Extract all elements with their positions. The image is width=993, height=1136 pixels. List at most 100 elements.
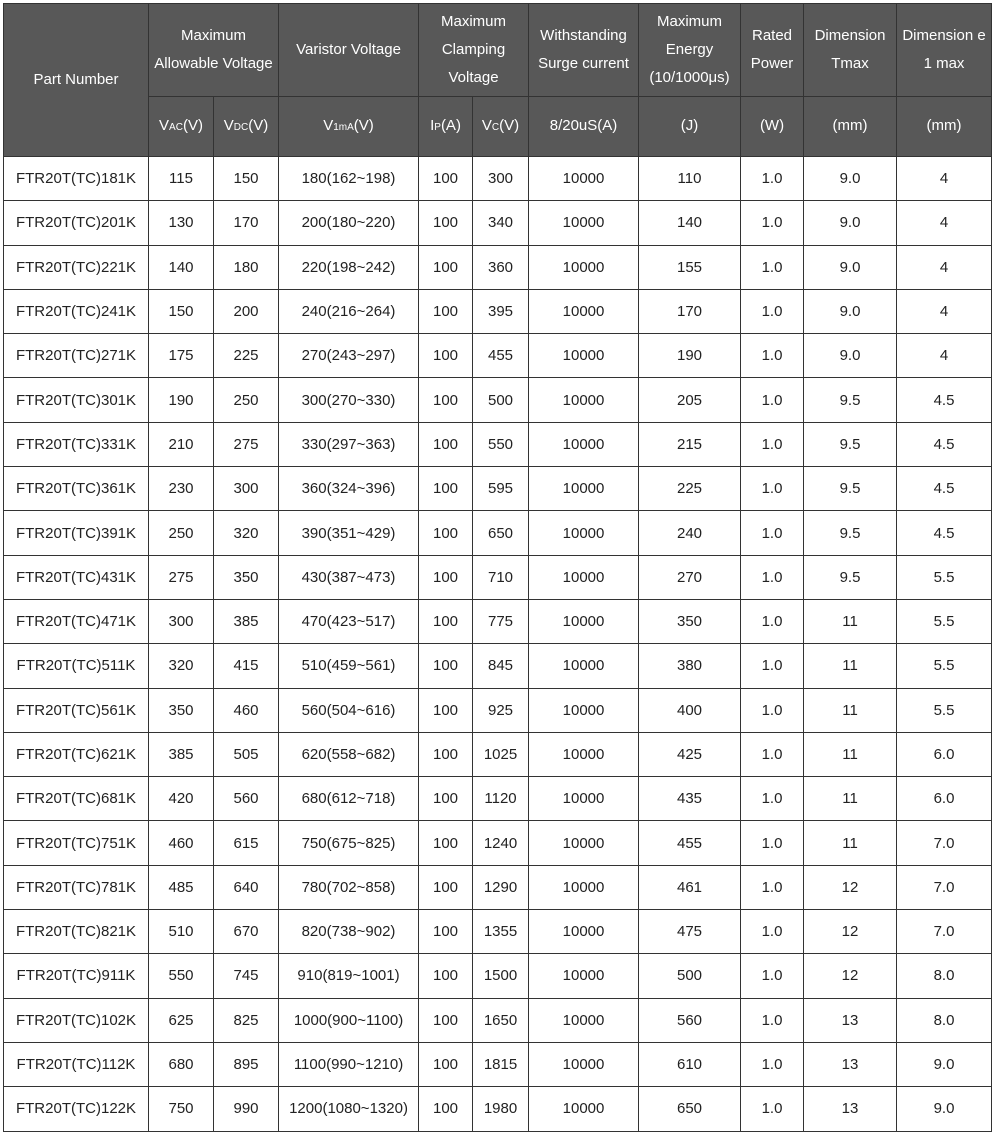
- table-cell: 420: [148, 776, 214, 822]
- unit-main: (mm): [832, 116, 868, 134]
- table-row: FTR20T(TC)301K 190 250 300(270~330) 100 500 10…: [3, 377, 993, 423]
- table-cell: 350: [148, 687, 214, 733]
- table-cell: 190: [148, 377, 214, 423]
- table-cell: 380: [638, 643, 742, 689]
- part-number-cell: FTR20T(TC)221K: [3, 244, 149, 290]
- part-number-cell: FTR20T(TC)201K: [3, 200, 149, 246]
- table-cell: 510: [148, 909, 214, 955]
- table-cell: 1.0: [740, 466, 805, 512]
- table-row: FTR20T(TC)241K 150 200 240(216~264) 100 395 10…: [3, 288, 993, 335]
- table-cell: 1.0: [740, 421, 805, 468]
- table-cell: 100: [418, 554, 474, 600]
- table-cell: 990: [212, 1086, 280, 1132]
- unit-main: (W): [759, 116, 785, 134]
- table-cell: 1.0: [740, 731, 805, 778]
- table-cell: 1.0: [740, 554, 805, 600]
- table-cell: 1025: [472, 731, 530, 778]
- table-cell: 385: [212, 598, 280, 645]
- table-cell: 175: [148, 333, 214, 379]
- table-cell: 4: [896, 288, 993, 335]
- table-cell: 4: [896, 200, 993, 246]
- part-number-cell: FTR20T(TC)561K: [3, 687, 149, 733]
- table-cell: 100: [418, 776, 474, 822]
- table-cell: 385: [148, 731, 214, 778]
- table-cell: 13: [803, 997, 898, 1043]
- table-cell: 10000: [528, 1041, 640, 1088]
- table-cell: 625: [148, 997, 214, 1043]
- part-number-cell: FTR20T(TC)331K: [3, 421, 149, 468]
- table-cell: 9.0: [896, 1041, 993, 1088]
- table-row: FTR20T(TC)751K 460 615 750(675~825) 100 1240 1…: [3, 820, 993, 866]
- table-cell: 925: [472, 687, 530, 733]
- table-cell: 100: [418, 953, 474, 999]
- table-cell: 650: [472, 510, 530, 556]
- table-cell: 775: [472, 598, 530, 645]
- table-cell: 10000: [528, 466, 640, 512]
- table-cell: 170: [638, 288, 742, 335]
- table-cell: 100: [418, 200, 474, 246]
- table-row: FTR20T(TC)471K 300 385 470(423~517) 100 775 10…: [3, 598, 993, 645]
- unit-header: 8/20uS(A): [528, 96, 640, 157]
- unit-sub: C: [491, 121, 500, 133]
- table-row: FTR20T(TC)511K 320 415 510(459~561) 100 845 10…: [3, 643, 993, 689]
- table-cell: 11: [803, 687, 898, 733]
- unit-header: IP(A): [418, 96, 474, 157]
- part-number-cell: FTR20T(TC)431K: [3, 554, 149, 600]
- table-cell: 5.5: [896, 643, 993, 689]
- header-dimension-tmax: Dimension Tmax: [803, 3, 898, 97]
- table-cell: 10000: [528, 776, 640, 822]
- table-cell: 430(387~473): [278, 554, 420, 600]
- part-number-cell: FTR20T(TC)112K: [3, 1041, 149, 1088]
- header-varistor-voltage: Varistor Voltage: [278, 3, 420, 97]
- table-cell: 100: [418, 510, 474, 556]
- table-cell: 1.0: [740, 377, 805, 423]
- table-cell: 225: [638, 466, 742, 512]
- table-cell: 10000: [528, 554, 640, 600]
- unit-sub: AC: [169, 121, 183, 133]
- table-cell: 250: [212, 377, 280, 423]
- table-cell: 4: [896, 244, 993, 290]
- header-max-energy: Maximum Energy (10/1000μs): [638, 3, 742, 97]
- table-cell: 13: [803, 1041, 898, 1088]
- table-cell: 180(162~198): [278, 155, 420, 202]
- table-cell: 1.0: [740, 953, 805, 999]
- unit-header: V1mA(V): [278, 96, 420, 157]
- table-cell: 485: [148, 864, 214, 911]
- table-cell: 5.5: [896, 598, 993, 645]
- table-cell: 100: [418, 820, 474, 866]
- table-cell: 10000: [528, 421, 640, 468]
- table-cell: 615: [212, 820, 280, 866]
- table-cell: 100: [418, 598, 474, 645]
- unit-header: (J): [638, 96, 742, 157]
- table-cell: 650: [638, 1086, 742, 1132]
- table-cell: 1980: [472, 1086, 530, 1132]
- table-row: FTR20T(TC)681K 420 560 680(612~718) 100 1120 1…: [3, 776, 993, 822]
- table-cell: 390(351~429): [278, 510, 420, 556]
- table-cell: 1200(1080~1320): [278, 1086, 420, 1132]
- table-cell: 240: [638, 510, 742, 556]
- unit-sub: P: [434, 121, 441, 133]
- table-cell: 170: [212, 200, 280, 246]
- table-cell: 10000: [528, 510, 640, 556]
- table-cell: 550: [472, 421, 530, 468]
- header-dimension-e1: Dimension e 1 max: [896, 3, 993, 97]
- table-cell: 1000(900~1100): [278, 997, 420, 1043]
- table-cell: 7.0: [896, 864, 993, 911]
- table-cell: 5.5: [896, 687, 993, 733]
- table-cell: 100: [418, 1041, 474, 1088]
- part-number-cell: FTR20T(TC)511K: [3, 643, 149, 689]
- part-number-cell: FTR20T(TC)781K: [3, 864, 149, 911]
- table-cell: 205: [638, 377, 742, 423]
- unit-header: (mm): [803, 96, 898, 157]
- table-cell: 4: [896, 333, 993, 379]
- table-cell: 9.0: [803, 288, 898, 335]
- table-cell: 9.0: [803, 333, 898, 379]
- table-cell: 560(504~616): [278, 687, 420, 733]
- table-cell: 1.0: [740, 820, 805, 866]
- table-cell: 455: [472, 333, 530, 379]
- header-max-clamping-voltage: Maximum Clamping Voltage: [418, 3, 530, 97]
- table-cell: 750: [148, 1086, 214, 1132]
- table-cell: 100: [418, 1086, 474, 1132]
- table-cell: 560: [212, 776, 280, 822]
- table-cell: 4.5: [896, 510, 993, 556]
